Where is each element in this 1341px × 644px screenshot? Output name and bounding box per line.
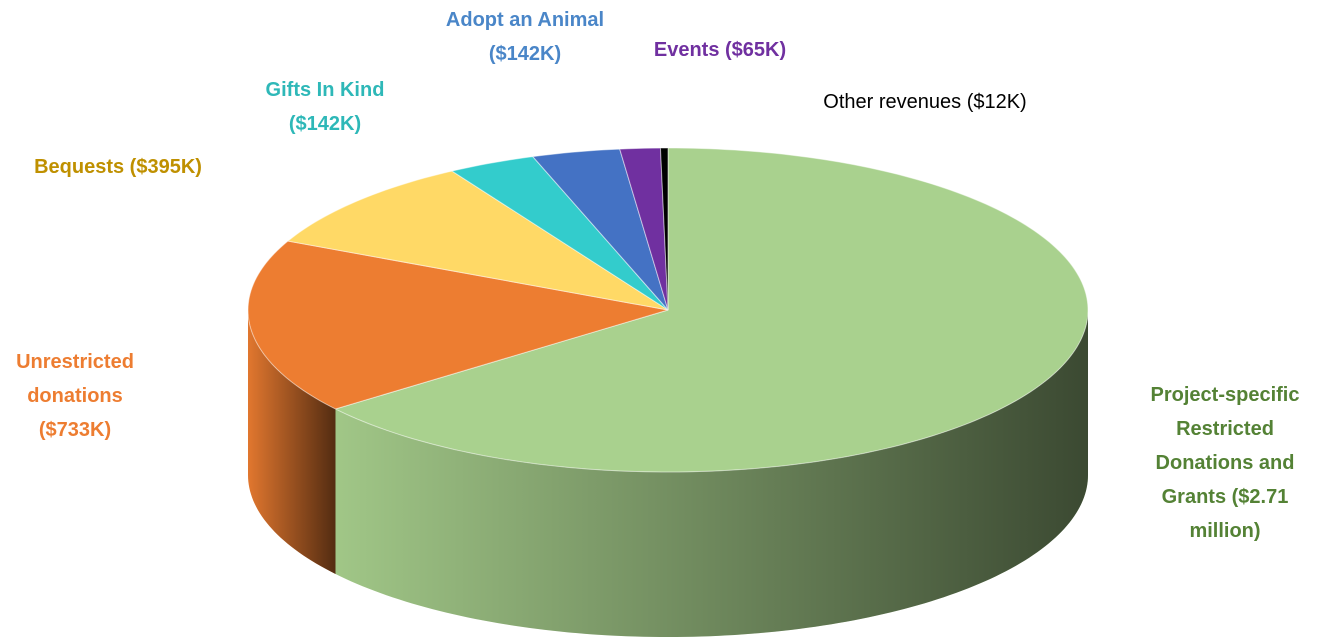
slice-top <box>659 147 669 311</box>
slice-label: Unrestricted donations ($733K) <box>16 351 134 441</box>
slice-top <box>334 147 1089 473</box>
slice-label: Bequests ($395K) <box>34 156 202 178</box>
slice <box>286 170 669 311</box>
slice-top <box>247 240 669 410</box>
slice-top <box>450 156 669 311</box>
slice-top <box>531 148 669 311</box>
slice <box>619 147 669 311</box>
slice <box>450 156 669 311</box>
slice <box>247 240 669 574</box>
slice-side-shade <box>335 310 1088 637</box>
slice-label: Events ($65K) <box>653 39 787 61</box>
slice-top <box>286 170 669 311</box>
slice-label: Gifts In Kind ($142K) <box>265 79 385 135</box>
slice-label: Adopt an Animal ($142K) <box>445 9 605 65</box>
slice-label: Other revenues ($12K) <box>823 91 1027 113</box>
slice <box>659 147 669 311</box>
slice-top <box>619 147 669 311</box>
slice <box>334 147 1089 637</box>
slice-label: Project-specific Restricted Donations an… <box>1150 384 1300 542</box>
slice <box>531 148 669 311</box>
slice-side-shade <box>248 310 336 574</box>
